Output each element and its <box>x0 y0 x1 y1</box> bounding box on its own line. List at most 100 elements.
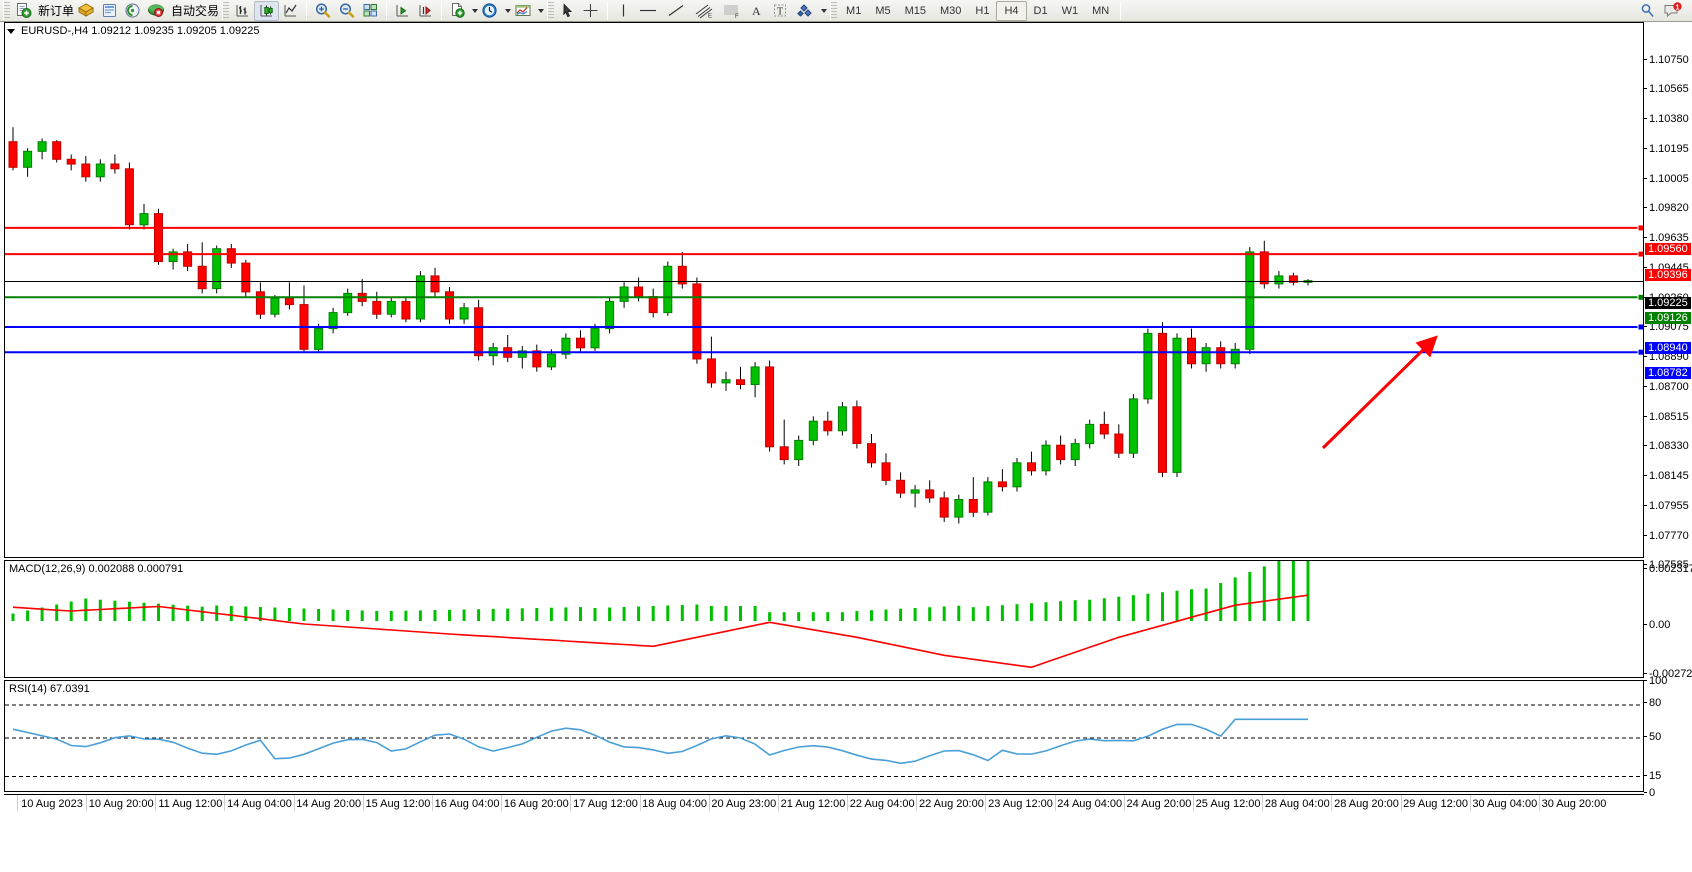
objects-icon[interactable] <box>792 1 818 21</box>
price-badge-pivot[interactable]: 1.09126 <box>1645 312 1691 325</box>
price-tick: 1.07770 <box>1644 530 1689 541</box>
objects-dropdown-caret[interactable] <box>821 8 828 13</box>
price-lines-layer[interactable] <box>5 23 1643 557</box>
price-tick: 1.09820 <box>1644 203 1689 214</box>
fibonacci-icon[interactable]: F <box>718 1 746 21</box>
indicators-dropdown-caret[interactable] <box>472 8 479 13</box>
period-icon[interactable] <box>478 1 502 21</box>
toolbar-grip[interactable] <box>3 1 10 20</box>
time-label: 28 Aug 04:00 <box>1264 798 1330 810</box>
new-order-icon[interactable] <box>12 1 35 21</box>
equidistant-channel-icon[interactable]: E <box>690 1 718 21</box>
text-label-icon[interactable]: A <box>746 1 768 21</box>
chart-shift-icon[interactable] <box>391 1 414 21</box>
indicators-icon[interactable] <box>446 1 469 21</box>
timeframe-m5[interactable]: M5 <box>875 4 891 17</box>
vline-icon[interactable] <box>612 1 634 21</box>
svg-text:A: A <box>752 4 761 18</box>
time-separator <box>847 795 849 811</box>
time-separator <box>432 795 433 811</box>
rsi-tick: 0 <box>1644 788 1655 799</box>
price-badge-bid-line[interactable]: 1.09225 <box>1645 296 1691 309</box>
crosshair-icon[interactable] <box>578 1 603 21</box>
line-chart-icon[interactable] <box>279 1 302 21</box>
timeframe-d1[interactable]: D1 <box>1033 4 1048 17</box>
cursor-icon[interactable] <box>556 1 578 21</box>
price-tick: 1.07585 <box>1644 560 1689 571</box>
navigator-icon[interactable] <box>98 1 121 21</box>
timeframe-w1[interactable]: W1 <box>1061 4 1079 17</box>
price-pane[interactable]: EURUSD-,H4 1.09212 1.09235 1.09205 1.092… <box>4 22 1644 558</box>
timeframe-mn[interactable]: MN <box>1092 4 1110 17</box>
price-badge-support-2[interactable]: 1.08782 <box>1645 367 1691 380</box>
time-label: 24 Aug 20:00 <box>1126 798 1192 810</box>
time-separator <box>16 795 18 811</box>
toolbar-separator-1 <box>306 1 308 20</box>
trendline-icon[interactable] <box>662 1 690 21</box>
price-tick: 1.10565 <box>1644 84 1689 95</box>
price-badge-resistance-2[interactable]: 1.09396 <box>1645 269 1691 282</box>
macd-tick-min: -0.002722 <box>1644 669 1692 680</box>
time-label: 23 Aug 12:00 <box>988 798 1053 810</box>
toolbar-grip-2[interactable] <box>222 1 230 20</box>
candlestick-chart-icon[interactable] <box>254 0 280 21</box>
price-tick: 1.07955 <box>1644 501 1689 512</box>
rsi-series <box>5 704 1643 777</box>
price-axis[interactable]: 1.10750 1.10565 1.10380 1.10195 1.10005 1.098… <box>1644 44 1692 872</box>
price-tick: 1.10195 <box>1644 143 1689 154</box>
collapse-arrow-icon[interactable] <box>7 29 15 34</box>
hline-icon[interactable] <box>634 1 662 21</box>
toolbar-separator-5 <box>1120 1 1122 20</box>
svg-text:T: T <box>777 7 783 18</box>
time-separator <box>1123 795 1125 811</box>
search-icon[interactable] <box>1636 1 1660 21</box>
timeframe-h4[interactable]: H4 <box>996 0 1027 21</box>
tile-windows-icon[interactable] <box>359 1 382 21</box>
time-separator <box>1331 795 1333 811</box>
time-axis[interactable]: 10 Aug 2023 10 Aug 20:00 11 Aug 12:00 14 Au… <box>4 794 1644 814</box>
price-tick: 1.09075 <box>1644 322 1689 333</box>
chart-workspace: EURUSD-,H4 1.09212 1.09235 1.09205 1.092… <box>0 22 1692 872</box>
price-badge-support-1[interactable]: 1.08940 <box>1645 342 1691 354</box>
templates-dropdown-caret[interactable] <box>538 8 545 13</box>
time-label: 24 Aug 04:00 <box>1057 798 1123 810</box>
toolbar-grip-3[interactable] <box>547 1 555 20</box>
price-tick: 1.10380 <box>1644 114 1689 125</box>
price-badge-resistance-1[interactable]: 1.09560 <box>1645 242 1691 255</box>
toolbar-grip-4[interactable] <box>830 1 838 20</box>
time-label: 20 Aug 23:00 <box>711 798 777 810</box>
time-separator <box>777 795 779 811</box>
toolbar-separator-3 <box>441 1 443 20</box>
rsi-tick: 50 <box>1644 732 1661 743</box>
macd-pane[interactable]: MACD(12,26,9) 0.002088 0.000791 <box>4 560 1644 678</box>
auto-scroll-icon[interactable] <box>414 1 437 21</box>
text-icon[interactable]: T <box>768 1 792 21</box>
timeframe-h1[interactable]: H1 <box>975 4 990 17</box>
autotrading-icon[interactable] <box>144 1 168 21</box>
market-watch-icon[interactable] <box>121 1 144 21</box>
macd-tick-max: 0.002317 <box>1644 564 1692 575</box>
zoom-out-icon[interactable] <box>335 1 359 21</box>
up-arrow-annotation[interactable] <box>5 23 1643 557</box>
data-window-icon[interactable] <box>74 1 98 21</box>
timeframe-m30[interactable]: M30 <box>940 4 962 17</box>
alerts-icon[interactable]: 1 <box>1660 1 1686 21</box>
timeframe-m15[interactable]: M15 <box>904 4 926 17</box>
timeframe-m1[interactable]: M1 <box>846 4 862 17</box>
templates-icon[interactable] <box>511 1 535 21</box>
price-tick: 1.10750 <box>1644 54 1689 65</box>
rsi-pane[interactable]: RSI(14) 67.0391 <box>4 680 1644 792</box>
bar-chart-icon[interactable] <box>231 1 254 21</box>
time-label: 14 Aug 04:00 <box>227 798 292 810</box>
time-separator <box>1193 795 1194 811</box>
price-tick: 1.10005 <box>1644 173 1689 184</box>
autotrading-label: 自动交易 <box>171 4 220 18</box>
time-label: 21 Aug 12:00 <box>780 798 846 810</box>
time-separator <box>639 795 641 811</box>
time-separator <box>570 795 572 811</box>
period-dropdown-caret[interactable] <box>505 8 512 13</box>
time-label: 28 Aug 20:00 <box>1334 798 1399 810</box>
zoom-in-icon[interactable] <box>311 1 335 21</box>
rsi-tick: 15 <box>1644 771 1661 782</box>
price-tick: 1.08515 <box>1644 411 1689 422</box>
